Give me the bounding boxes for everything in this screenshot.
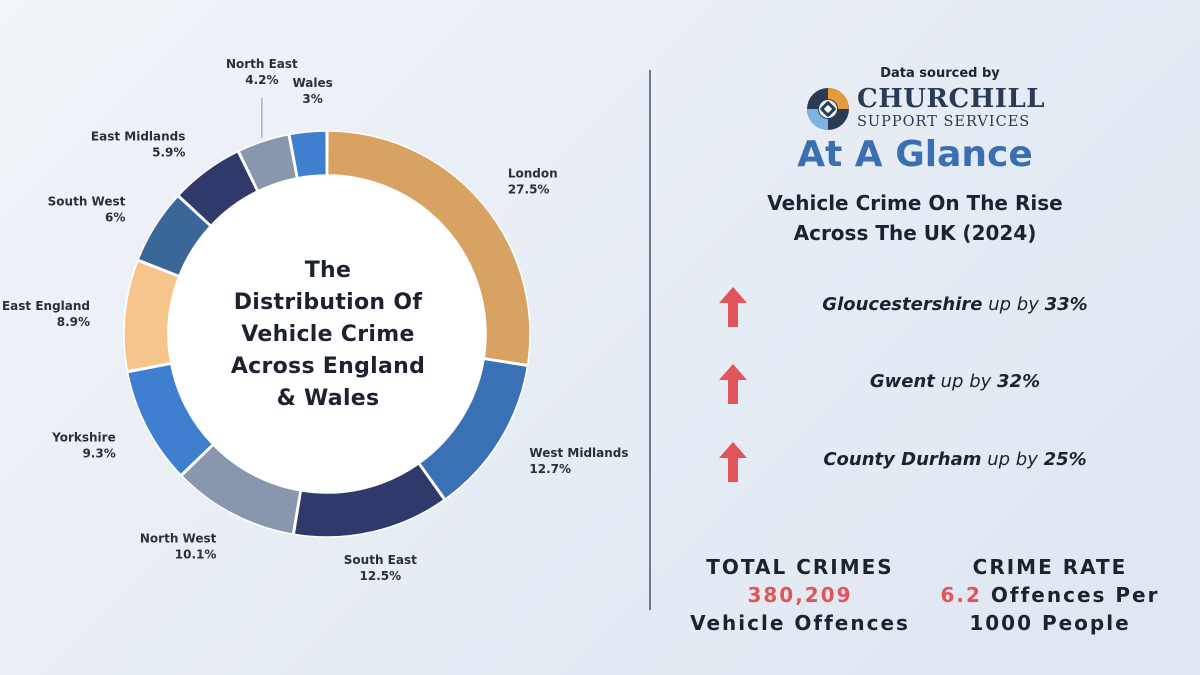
slice-label-name: Yorkshire [51,431,116,445]
slice-label-name: East Midlands [91,130,185,144]
stat-phrase: up by [940,371,992,392]
slice-label-value: 27.5% [508,182,550,196]
donut-chart: London 27.5% West Midlands 12.7% South East 1… [2,57,629,583]
total-crimes-value: 380,209 [747,583,853,607]
stat-phrase: up by [987,449,1038,470]
slice-labels: London 27.5% West Midlands 12.7% South East 1… [2,57,629,583]
crime-rate-title: CRIME RATE [972,555,1128,579]
divider [649,70,651,610]
up-arrow-icon [719,287,747,327]
slice-label-name: South East [344,553,417,567]
glance-heading: At A Glance [797,134,1033,175]
slice-label-name: South West [48,195,126,209]
donut-hole [168,175,486,493]
crime-rate-unit-a: Offences Per [990,583,1160,607]
stat-region: Gwent [869,371,935,392]
slice-label-value: 5.9% [152,146,185,160]
up-arrow-icon [719,364,747,404]
slice-label-name: East England [2,299,90,313]
slice-label-value: 8.9% [57,315,90,329]
stat-region: County Durham [823,449,982,470]
stat-text: Gloucestershire up by 33% [760,294,1150,315]
stat-text: Gwent up by 32% [760,371,1150,392]
slice-label-north-west: North West 10.1% [140,532,217,562]
slice-label-value: 10.1% [175,548,217,562]
stat-row-county-durham: County Durham up by 25% [710,440,1150,484]
stat-change: 32% [997,371,1041,392]
logo-brand-sub: SUPPORT SERVICES [857,114,1031,130]
crime-rate-unit-b: 1000 People [969,611,1131,635]
total-crimes-unit: Vehicle Offences [690,611,910,635]
source-caption: Data sourced by [880,66,1000,81]
stat-row-gwent: Gwent up by 32% [710,362,1150,406]
stat-row-gloucestershire: Gloucestershire up by 33% [710,285,1150,329]
slice-label-london: London 27.5% [508,166,558,196]
donut-slices [123,130,531,538]
slice-label-value: 9.3% [82,447,115,461]
slice-label-west-midlands: West Midlands 12.7% [529,446,628,476]
stat-change: 33% [1044,294,1088,315]
glance-subheading: Vehicle Crime On The Rise Across The UK … [767,191,1063,245]
slice-label-name: West Midlands [529,446,628,460]
chart-title: The Distribution Of Vehicle Crime Across… [230,258,426,411]
slice-label-south-east: South East 12.5% [344,553,417,583]
slice-label-name: Wales [292,76,332,90]
slice-label-value: 3% [302,92,322,106]
slice-label-east-england: East England 8.9% [2,299,90,329]
slice-label-name: North East [226,57,298,71]
slice-label-east-midlands: East Midlands 5.9% [91,130,185,160]
slice-label-value: 6% [105,211,125,225]
crime-rate-value: 6.2 [940,583,982,607]
slice-label-value: 4.2% [245,73,278,87]
logo-brand: CHURCHILL [857,84,1046,114]
slice-label-north-east: North East 4.2% [226,57,298,87]
crime-rate-block: CRIME RATE 6.2 Offences Per 1000 People [930,553,1170,637]
stat-change: 25% [1043,449,1087,470]
slice-label-south-west: South West 6% [48,195,126,225]
total-crimes-block: TOTAL CRIMES 380,209 Vehicle Offences [680,553,920,637]
slice-label-wales: Wales 3% [292,76,332,106]
churchill-logo: CHURCHILL SUPPORT SERVICES [805,84,1045,134]
stat-region: Gloucestershire [822,294,983,315]
total-crimes-title: TOTAL CRIMES [706,555,894,579]
slice-label-value: 12.5% [360,569,402,583]
slice-label-yorkshire: Yorkshire 9.3% [51,431,116,461]
slice-label-name: North West [140,532,217,546]
stat-phrase: up by [988,294,1039,315]
churchill-logo-icon [807,88,849,130]
slice-label-name: London [508,166,558,180]
slice-label-value: 12.7% [529,462,571,476]
stat-text: County Durham up by 25% [760,449,1150,470]
crime-rate-line-1: 6.2 Offences Per [930,581,1170,609]
up-arrow-icon [719,442,747,482]
